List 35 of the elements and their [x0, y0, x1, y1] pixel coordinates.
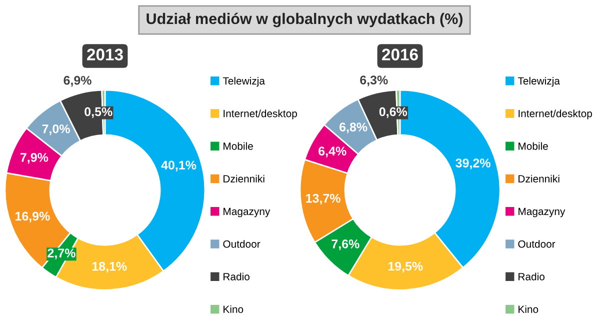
legend-label: Telewizja: [222, 76, 265, 87]
data-label: 2,7%: [48, 248, 76, 260]
text: Udział mediów w globalnych wydatkach (%): [146, 12, 462, 28]
legend-label: Radio: [518, 272, 544, 280]
legend-label: Mobile: [224, 142, 253, 150]
data-label: 18,1%: [92, 262, 127, 273]
data-label: 7,9%: [20, 152, 48, 164]
data-label: 6,9%: [64, 76, 92, 87]
legend-label: Outdoor: [223, 240, 260, 248]
legend-label: Internet/desktop: [518, 110, 592, 120]
data-label: 19,5%: [388, 262, 423, 272]
legend-label: Kino: [518, 305, 538, 313]
legend-label: Outdoor: [518, 240, 556, 248]
data-label: 0,6%: [379, 107, 408, 118]
legend-label: Magazyny: [518, 208, 566, 218]
data-label: 16,9%: [16, 212, 50, 222]
data-label: 0,5%: [84, 107, 112, 118]
legend-label: Dzienniki: [518, 174, 560, 182]
data-label: 39,2%: [456, 158, 490, 170]
legend-label: Kino: [224, 305, 244, 313]
data-label: 6,4%: [318, 146, 346, 158]
chart-title: 2013: [87, 48, 123, 60]
legend-label: Radio: [224, 272, 250, 280]
data-label: 13,7%: [306, 194, 340, 205]
chart-title: 2016: [382, 48, 418, 60]
data-label: 6,8%: [340, 122, 368, 134]
legend-label: Telewizja: [518, 76, 560, 87]
legend-label: Internet/desktop: [224, 110, 297, 120]
data-label: 7,0%: [42, 124, 70, 136]
data-label: 6,3%: [360, 76, 388, 86]
data-label: 7,6%: [332, 240, 360, 250]
legend-label: Dzienniki: [224, 174, 264, 182]
legend-label: Magazyny: [224, 208, 270, 218]
data-label: 40,1%: [161, 160, 196, 172]
legend-label: Mobile: [518, 142, 548, 150]
